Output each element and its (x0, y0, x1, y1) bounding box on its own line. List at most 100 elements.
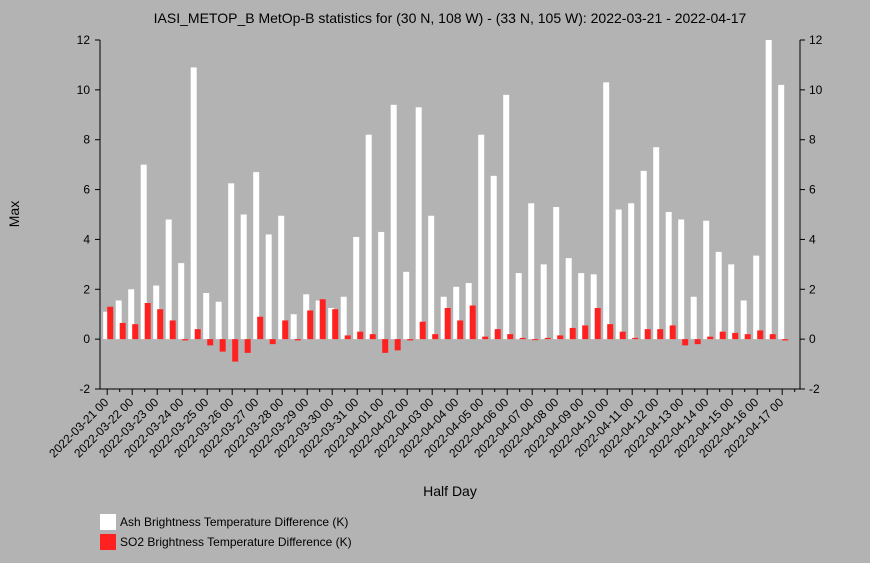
ash-bar (653, 147, 660, 340)
so2-bar (557, 335, 564, 340)
ash-bar (703, 220, 710, 340)
ash-bar (103, 311, 110, 340)
so2-bar (432, 334, 439, 340)
so2-bar (282, 320, 289, 340)
so2-bar (569, 327, 576, 340)
ash-bar (278, 215, 285, 340)
ash-bar (615, 209, 622, 340)
ash-bar (503, 94, 510, 340)
ash-bar (590, 274, 597, 340)
y-tick-label-left: 8 (83, 133, 90, 147)
ash-bar (378, 231, 385, 340)
legend-item-ash: Ash Brightness Temperature Difference (K… (100, 512, 352, 532)
legend-swatch-so2 (100, 534, 116, 550)
so2-bar (394, 339, 401, 351)
so2-bar (244, 339, 251, 353)
so2-bar (632, 337, 639, 340)
ash-bar (215, 301, 222, 340)
ash-bar (478, 134, 485, 340)
legend-swatch-ash (100, 514, 116, 530)
ash-bar (540, 264, 547, 340)
ash-bar (603, 82, 610, 340)
ash-bar (153, 285, 160, 340)
ash-bar (315, 300, 322, 340)
so2-bar (319, 299, 326, 340)
so2-bar (107, 306, 114, 340)
legend: Ash Brightness Temperature Difference (K… (100, 512, 352, 552)
ash-bar (265, 234, 272, 340)
so2-bar (669, 325, 676, 340)
so2-bar (382, 339, 389, 353)
ash-bar (415, 107, 422, 340)
ash-bar (253, 172, 260, 340)
so2-bar (619, 331, 626, 340)
so2-bar (344, 335, 351, 340)
y-tick-label-left: 12 (77, 33, 91, 47)
legend-label-so2: SO2 Brightness Temperature Difference (K… (120, 535, 352, 549)
so2-bar (419, 321, 426, 340)
ash-bar (465, 283, 472, 340)
so2-bar (294, 339, 301, 341)
y-tick-label-right: 4 (809, 232, 816, 246)
ash-bar (390, 104, 397, 340)
ash-bar (140, 164, 147, 340)
ash-bar (453, 286, 460, 340)
so2-bar (257, 316, 264, 340)
so2-bar (657, 329, 664, 340)
so2-bar (757, 330, 764, 340)
y-tick-label-left: 10 (77, 83, 91, 97)
so2-bar (482, 336, 489, 340)
y-tick-label-right: -2 (809, 382, 820, 396)
so2-bar (694, 339, 701, 345)
ash-bar (128, 289, 135, 340)
so2-bar (232, 339, 239, 362)
ash-bar (778, 84, 785, 340)
ash-bar (240, 214, 247, 340)
y-tick-label-right: 2 (809, 282, 816, 296)
so2-bar (119, 322, 126, 340)
so2-bar (469, 305, 476, 340)
so2-bar (782, 339, 789, 341)
ash-bar (228, 183, 235, 340)
so2-bar (607, 324, 614, 340)
ash-bar (765, 40, 772, 340)
so2-bar (494, 329, 501, 340)
y-tick-label-right: 0 (809, 332, 816, 346)
so2-bar (744, 334, 751, 340)
ash-bar (165, 219, 172, 340)
so2-bar (157, 309, 164, 340)
ash-bar (640, 170, 647, 340)
so2-bar (144, 302, 151, 340)
ash-bar (578, 273, 585, 340)
y-tick-label-left: 0 (83, 332, 90, 346)
so2-bar (544, 337, 551, 340)
ash-bar (340, 296, 347, 340)
ash-bar (203, 293, 210, 340)
so2-bar (682, 339, 689, 346)
y-tick-label-left: 2 (83, 282, 90, 296)
ash-bar (490, 175, 497, 340)
ash-bar (665, 212, 672, 340)
ash-bar (353, 236, 360, 340)
y-tick-label-left: 6 (83, 183, 90, 197)
ash-bar (303, 294, 310, 340)
y-tick-label-left: -2 (79, 382, 90, 396)
so2-bar (182, 339, 189, 341)
so2-bar (307, 310, 314, 340)
so2-bar (507, 334, 514, 340)
y-tick-label-right: 8 (809, 133, 816, 147)
ash-bar (690, 296, 697, 340)
so2-bar (594, 307, 601, 340)
ash-bar (628, 203, 635, 340)
so2-bar (444, 307, 451, 340)
y-axis-label: Max (6, 201, 22, 227)
chart-title: IASI_METOP_B MetOp-B statistics for (30 … (154, 10, 747, 26)
ash-bar (740, 300, 747, 340)
ash-bar (565, 258, 572, 340)
so2-bar (219, 339, 226, 352)
legend-label-ash: Ash Brightness Temperature Difference (K… (120, 515, 349, 529)
ash-bar (428, 215, 435, 340)
y-tick-label-right: 6 (809, 183, 816, 197)
